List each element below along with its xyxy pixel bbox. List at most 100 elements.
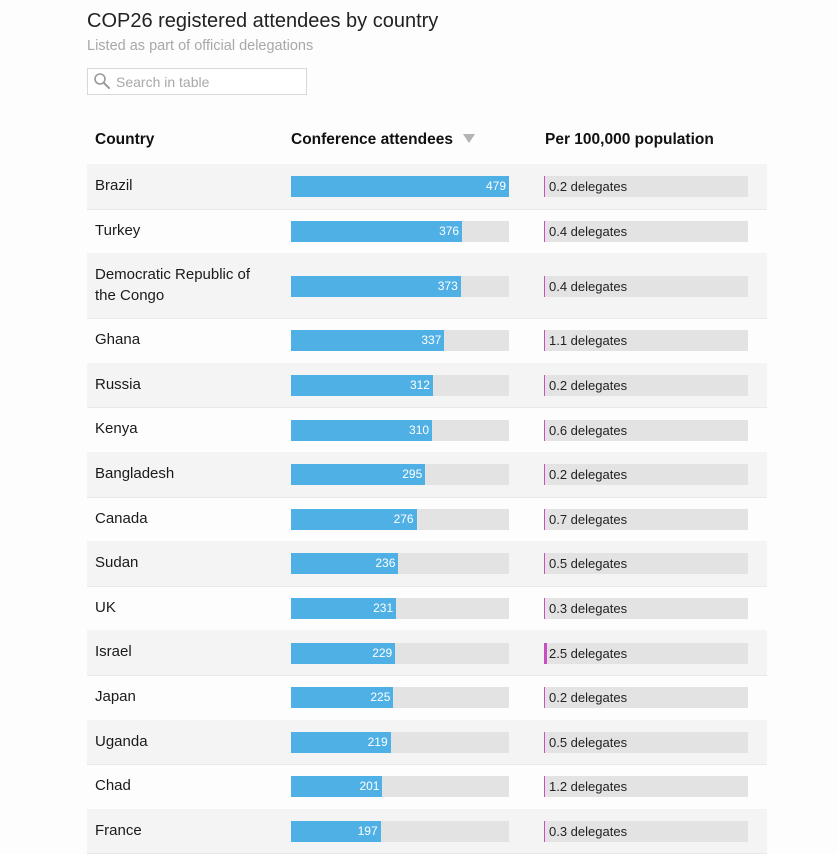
country-name: Japan (95, 688, 136, 705)
table-row: France 197 0.3 delegates (87, 808, 767, 854)
attendees-value: 236 (375, 556, 396, 571)
country-name: Canada (95, 509, 148, 527)
per-capita-bar-track: 0.2 delegates (544, 176, 748, 198)
per-capita-value: 0.3 delegates (549, 601, 628, 617)
per-capita-value: 1.1 delegates (549, 333, 628, 349)
table-header: Country Conference attendees Per 100,000… (87, 118, 767, 166)
attendees-bar-track: 295 (291, 464, 509, 486)
attendees-bar: 219 (291, 731, 391, 753)
per-capita-value: 0.2 delegates (549, 378, 628, 394)
attendees-value: 295 (402, 467, 423, 482)
attendees-bar: 373 (291, 275, 461, 297)
country-name: Bangladesh (95, 465, 175, 482)
per-capita-bar (544, 220, 545, 242)
column-header-country-label: Country (95, 131, 155, 148)
per-capita-value: 0.5 delegates (549, 556, 628, 572)
attendees-bar-track: 219 (291, 731, 509, 753)
table-row: Uganda 219 0.5 delegates (87, 719, 767, 766)
attendees-bar-track: 373 (291, 275, 509, 297)
per-capita-bar (544, 330, 546, 352)
attendees-bar: 479 (291, 176, 509, 198)
per-capita-bar (544, 275, 545, 297)
table-row: Bangladesh 295 0.2 delegates (87, 452, 767, 498)
per-capita-bar (544, 419, 545, 441)
attendees-bar-track: 276 (291, 508, 509, 530)
attendees-bar-track: 197 (291, 821, 509, 843)
attendees-bar-track: 310 (291, 419, 509, 441)
attendees-bar-track: 229 (291, 642, 509, 664)
country-name: Democratic Republic of the Congo (95, 266, 251, 305)
country-name: Israel (95, 643, 132, 661)
column-header-attendees[interactable]: Conference attendees (291, 131, 475, 149)
attendees-bar: 231 (291, 598, 397, 620)
per-capita-bar (544, 176, 545, 198)
per-capita-value: 0.5 delegates (549, 734, 628, 750)
attendees-bar-track: 201 (291, 776, 509, 798)
attendees-value: 229 (372, 645, 393, 660)
table-row: Kenya 310 0.6 delegates (87, 407, 767, 453)
per-capita-bar (544, 776, 546, 798)
column-header-per-capita[interactable]: Per 100,000 population (545, 131, 714, 149)
attendees-bar: 236 (291, 553, 399, 575)
attendees-bar-track: 337 (291, 330, 509, 352)
per-capita-bar (544, 821, 545, 843)
attendees-value: 201 (359, 779, 380, 794)
per-capita-bar-track: 0.4 delegates (544, 220, 748, 242)
per-capita-value: 0.2 delegates (549, 467, 628, 483)
table-row: Chad 201 1.2 delegates (87, 764, 767, 810)
per-capita-value: 0.7 delegates (549, 511, 628, 527)
page-title: COP26 registered attendees by country (87, 10, 439, 32)
table-row: Russia 312 0.2 delegates (87, 362, 767, 409)
page-subtitle: Listed as part of official delegations (87, 38, 314, 54)
country-name: Uganda (95, 732, 148, 750)
per-capita-bar-track: 0.5 delegates (544, 731, 748, 753)
country-name: Kenya (95, 420, 138, 438)
per-capita-bar (544, 598, 545, 620)
per-capita-value: 1.2 delegates (549, 779, 628, 795)
per-capita-value: 0.2 delegates (549, 179, 628, 195)
per-capita-value: 0.3 delegates (549, 824, 628, 840)
country-name: Sudan (95, 554, 139, 572)
attendees-bar: 376 (291, 220, 463, 242)
attendees-bar-track: 225 (291, 687, 509, 709)
per-capita-bar-track: 0.3 delegates (544, 598, 748, 620)
attendees-bar-track: 231 (291, 598, 509, 620)
per-capita-bar-track: 0.2 delegates (544, 687, 748, 709)
per-capita-bar (544, 642, 547, 664)
attendees-bar: 295 (291, 464, 426, 486)
attendees-bar-track: 376 (291, 220, 509, 242)
attendees-value: 312 (409, 378, 430, 393)
per-capita-bar-track: 1.1 delegates (544, 330, 748, 352)
table-row: Israel 229 2.5 delegates (87, 630, 767, 676)
attendees-bar: 276 (291, 508, 417, 530)
search-input[interactable] (116, 72, 301, 92)
attendees-value: 479 (485, 179, 506, 194)
country-name: France (95, 821, 142, 839)
table-row: Japan 225 0.2 delegates (87, 675, 767, 721)
attendees-bar-track: 312 (291, 375, 509, 397)
per-capita-value: 2.5 delegates (549, 645, 628, 661)
attendees-bar: 197 (291, 821, 381, 843)
per-capita-bar-track: 0.3 delegates (544, 821, 748, 843)
per-capita-bar-track: 0.5 delegates (544, 553, 748, 575)
per-capita-bar (544, 508, 545, 530)
country-name: Ghana (95, 331, 141, 349)
per-capita-bar-track: 0.2 delegates (544, 464, 748, 486)
search-box[interactable] (87, 68, 307, 95)
attendees-bar: 201 (291, 776, 383, 798)
table-row: Ghana 337 1.1 delegates (87, 318, 767, 364)
attendees-bar: 312 (291, 375, 433, 397)
attendees-value: 310 (409, 422, 430, 437)
attendees-value: 376 (439, 223, 460, 238)
table-row: Turkey 376 0.4 delegates (87, 209, 767, 255)
attendees-value: 231 (373, 601, 394, 616)
per-capita-bar (544, 687, 545, 709)
table-row: UK 231 0.3 delegates (87, 586, 767, 632)
attendees-value: 373 (437, 278, 458, 293)
attendees-bar: 229 (291, 642, 396, 664)
column-header-country[interactable]: Country (95, 131, 154, 149)
table-row: Sudan 236 0.5 delegates (87, 541, 767, 587)
table-row: Democratic Republic of the Congo 373 0.4 d… (87, 253, 767, 320)
per-capita-bar-track: 0.6 delegates (544, 419, 748, 441)
table-row: Brazil 479 0.2 delegates (87, 164, 767, 210)
